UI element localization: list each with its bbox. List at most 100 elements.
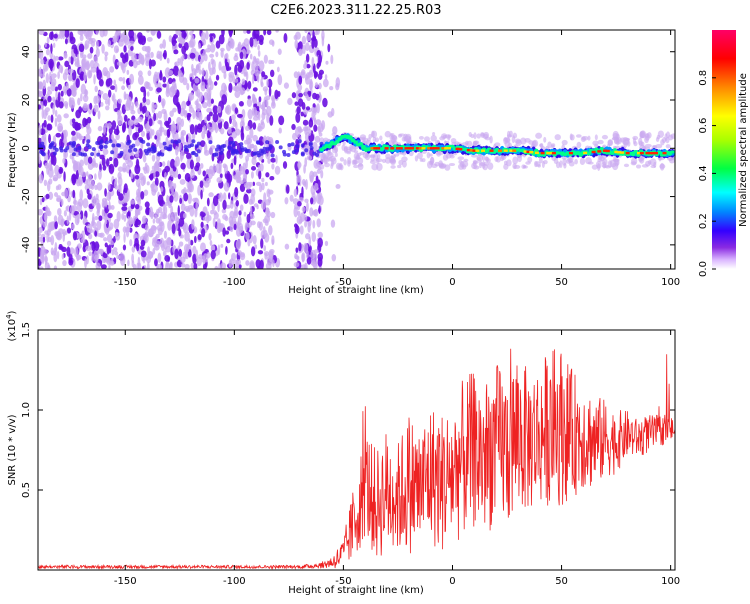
noise-mark <box>192 245 197 255</box>
noise-mark <box>189 92 195 101</box>
noise-mark <box>274 165 281 175</box>
noise-mark <box>208 126 214 132</box>
noise-mark <box>298 93 304 98</box>
noise-mark <box>212 112 219 123</box>
noise-mark <box>198 91 203 103</box>
trace-halo-mark <box>483 161 489 166</box>
trace-peak-mark <box>432 147 437 150</box>
noise-mark <box>182 251 188 259</box>
noise-mark <box>271 163 275 170</box>
noise-mark <box>296 215 303 225</box>
noise-mark <box>212 105 219 114</box>
noise-mark <box>151 188 157 196</box>
trace-halo-mark <box>353 164 359 169</box>
noise-mark <box>301 206 306 213</box>
noise-mark <box>254 244 258 250</box>
noise-mark <box>162 250 167 257</box>
noise-mark <box>121 206 128 212</box>
zero-band-mark <box>162 141 167 146</box>
zero-band-mark <box>160 152 165 157</box>
noise-mark <box>125 227 130 238</box>
noise-mark <box>249 260 255 269</box>
noise-mark <box>98 90 104 95</box>
noise-mark <box>260 200 267 210</box>
noise-mark <box>76 54 80 62</box>
noise-mark <box>97 110 101 120</box>
noise-mark <box>199 140 206 147</box>
noise-mark <box>162 39 166 49</box>
trace-peak-mark <box>466 148 471 152</box>
noise-mark <box>101 43 105 54</box>
zero-band-mark <box>152 146 157 151</box>
noise-mark <box>267 189 274 195</box>
snr-x-ticks: -150 -100 -50 0 50 100 <box>114 330 680 587</box>
noise-mark <box>200 81 206 89</box>
zero-band-mark <box>265 147 270 152</box>
noise-mark <box>182 223 187 231</box>
noise-mark <box>165 260 169 268</box>
noise-mark <box>97 125 103 132</box>
noise-mark <box>134 152 140 158</box>
noise-mark <box>61 253 65 260</box>
noise-mark <box>137 70 143 77</box>
spectrogram-frame <box>37 29 676 270</box>
noise-mark <box>331 254 337 262</box>
noise-mark <box>222 199 227 210</box>
noise-mark <box>310 197 314 205</box>
noise-mark <box>90 38 96 44</box>
noise-mark <box>252 134 258 142</box>
noise-mark <box>52 104 55 115</box>
noise-mark <box>113 45 120 54</box>
trace-halo-mark <box>385 153 391 159</box>
colorbar: 0.0 0.2 0.4 0.6 0.8 Normalized spectral ampl… <box>698 30 749 277</box>
noise-mark <box>50 73 57 79</box>
noise-mark <box>203 91 209 101</box>
noise-mark <box>164 172 167 180</box>
noise-mark <box>108 163 115 175</box>
trace-halo-mark <box>334 152 338 157</box>
noise-mark <box>110 85 116 90</box>
noise-mark <box>255 181 262 186</box>
noise-mark <box>47 95 52 103</box>
trace-halo-mark <box>476 133 481 139</box>
noise-mark <box>86 116 92 124</box>
noise-mark <box>95 30 99 36</box>
noise-mark <box>123 183 128 194</box>
noise-mark <box>179 197 183 205</box>
trace-halo-mark <box>574 158 578 165</box>
noise-mark <box>47 86 51 92</box>
zero-band-mark <box>54 147 59 152</box>
noise-mark <box>64 30 70 39</box>
trace-halo-mark <box>587 135 591 141</box>
noise-mark <box>63 171 66 182</box>
noise-mark <box>256 105 260 111</box>
noise-mark <box>240 117 245 124</box>
trace-halo-mark <box>417 152 423 160</box>
noise-mark <box>231 252 237 262</box>
noise-mark <box>157 94 162 103</box>
noise-mark <box>219 127 225 135</box>
zero-band-mark <box>41 152 46 157</box>
noise-mark <box>174 61 181 67</box>
noise-mark <box>252 181 256 187</box>
noise-mark <box>263 229 268 238</box>
trace-halo-mark <box>402 160 407 168</box>
noise-mark <box>198 69 202 75</box>
noise-mark <box>38 124 42 136</box>
noise-mark <box>183 32 187 38</box>
noise-mark <box>170 205 174 217</box>
zero-band-mark <box>163 145 168 150</box>
noise-mark <box>72 231 78 241</box>
trace-halo-mark <box>622 139 630 146</box>
noise-mark <box>226 238 231 244</box>
noise-mark <box>205 48 211 53</box>
noise-mark <box>267 158 271 164</box>
trace-mark <box>463 147 468 151</box>
noise-mark <box>105 137 109 142</box>
noise-mark <box>324 240 329 247</box>
zero-band-mark <box>73 147 78 152</box>
noise-mark <box>105 158 110 167</box>
noise-mark <box>221 65 227 74</box>
zero-band-mark <box>91 147 96 152</box>
noise-mark <box>268 86 272 97</box>
